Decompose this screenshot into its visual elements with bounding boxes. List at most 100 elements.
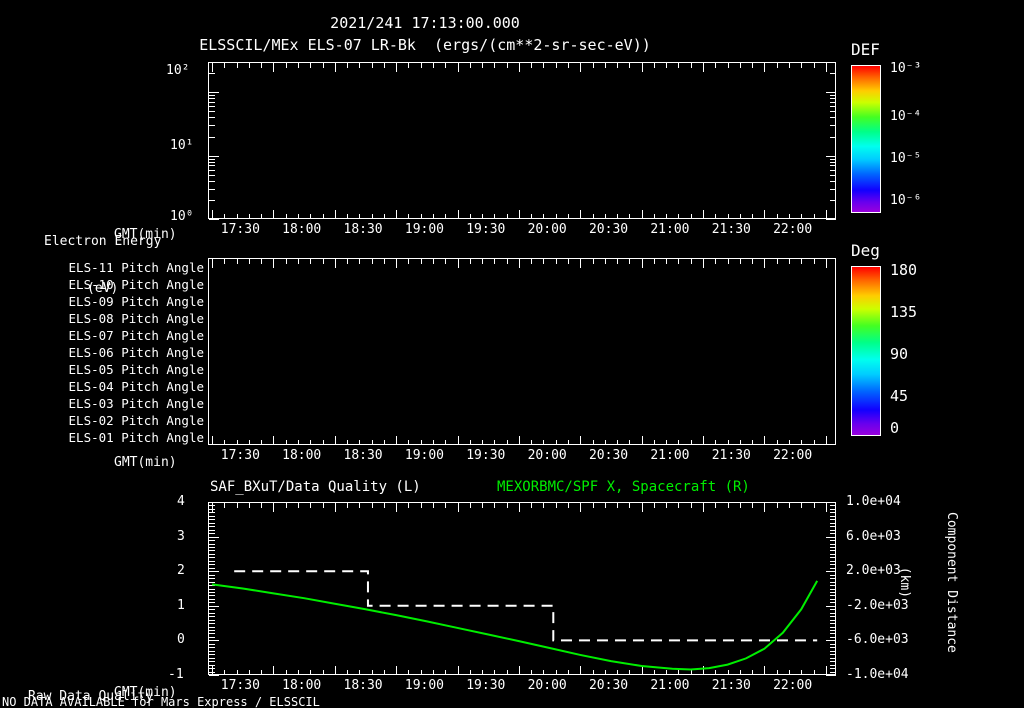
p3-ytick-left <box>209 640 219 641</box>
p3-xtick-bottom <box>691 670 692 675</box>
p3-ytick-left <box>209 602 215 603</box>
p1-xtick-top <box>482 63 483 68</box>
p2-xtick-top <box>752 259 753 264</box>
p1-xtick-top <box>568 63 569 68</box>
colorbar-def-tick-2: 10⁻⁵ <box>890 151 922 166</box>
panel-pitch-angle-plotarea <box>208 258 836 445</box>
p2-xtick-label: 18:00 <box>282 448 322 463</box>
colorbar-def-tick-0: 10⁻³ <box>890 61 922 76</box>
p2-xtick-top <box>445 259 446 264</box>
p2-xtick-top <box>629 259 630 264</box>
p3-ytick-label-right: -6.0e+03 <box>846 632 909 648</box>
p1-xtick-bottom <box>740 214 741 219</box>
p3-ytick-right <box>830 526 836 527</box>
p3-xtick-top <box>323 503 324 508</box>
p1-ytick-right <box>830 159 836 160</box>
p3-ytick-right <box>826 606 836 607</box>
p2-xtick-label: 20:30 <box>588 448 629 463</box>
colorbar-def-tick-1: 10⁻⁴ <box>890 109 922 124</box>
p3-ytick-right <box>830 592 836 593</box>
p3-xtick-bottom <box>703 666 704 675</box>
p3-ytick-label-right: -1.0e+04 <box>846 667 909 682</box>
p3-ytick-left <box>209 589 215 590</box>
p1-xtick-label: 21:30 <box>711 222 751 237</box>
p3-xtick-top <box>691 503 692 508</box>
p2-xtick-top <box>568 259 569 264</box>
p3-ytick-right <box>830 512 836 513</box>
p3-ytick-right <box>826 571 836 572</box>
p1-xtick-bottom <box>310 214 311 219</box>
p2-xtick-top <box>310 259 311 264</box>
p2-xtick-label: 21:00 <box>650 448 690 463</box>
p3-xtick-bottom <box>237 670 238 675</box>
p3-ytick-right <box>830 519 836 520</box>
p2-xtick-bottom <box>433 440 434 445</box>
p1-xtick-bottom <box>482 214 483 219</box>
p1-xtick-bottom <box>408 214 409 219</box>
p1-xtick-top <box>470 63 471 68</box>
p1-ytick-left <box>209 162 215 163</box>
p2-xtick-bottom <box>617 440 618 445</box>
p3-ytick-right <box>830 505 836 506</box>
p3-xtick-bottom <box>826 666 827 675</box>
p2-xtick-top <box>249 259 250 264</box>
p1-xtick-bottom <box>384 214 385 219</box>
p2-xtick-bottom <box>752 440 753 445</box>
panel2-xaxis-label: GMT(min) <box>114 455 177 470</box>
p3-xtick-top <box>335 503 336 512</box>
p2-xtick-bottom <box>261 440 262 445</box>
p1-xtick-bottom <box>237 214 238 219</box>
p1-xtick-label: 19:00 <box>404 222 445 237</box>
p2-xtick-bottom <box>814 440 815 445</box>
p2-xtick-top <box>678 259 679 264</box>
p1-xtick-top <box>310 63 311 68</box>
p3-ytick-right <box>830 582 836 583</box>
p3-ytick-right <box>830 602 836 603</box>
p3-ytick-left <box>209 595 215 596</box>
pitch-angle-row-label: ELS-05 Pitch Angle <box>68 361 204 377</box>
p3-ytick-left <box>209 627 215 628</box>
p2-xtick-bottom <box>408 440 409 445</box>
p1-ytick-left <box>209 106 215 107</box>
p1-xtick-bottom <box>593 214 594 219</box>
p3-xtick-top <box>678 503 679 508</box>
p1-xtick-bottom <box>470 214 471 219</box>
p3-xtick-bottom <box>531 670 532 675</box>
p2-xtick-bottom <box>470 440 471 445</box>
p3-xtick-bottom <box>740 670 741 675</box>
p3-ytick-left <box>209 530 215 531</box>
p1-ytick-left <box>209 165 215 166</box>
p3-ytick-left <box>209 606 219 607</box>
panel1-xaxis-label: GMT(min) <box>114 227 177 242</box>
p2-xtick-top <box>212 259 213 268</box>
p3-xtick-bottom <box>323 670 324 675</box>
p2-xtick-top <box>556 259 557 264</box>
p2-xtick-bottom <box>777 440 778 445</box>
p3-xtick-top <box>458 503 459 512</box>
p1-xtick-label: 22:00 <box>773 222 813 237</box>
p2-xtick-bottom <box>458 436 459 445</box>
p2-xtick-top <box>372 259 373 264</box>
p1-xtick-top <box>458 63 459 72</box>
colorbar-def-tick-3: 10⁻⁶ <box>890 193 922 208</box>
p1-xtick-top <box>212 63 213 72</box>
p3-xtick-top <box>433 503 434 508</box>
p1-xtick-top <box>764 63 765 72</box>
p3-xtick-label: 19:30 <box>466 678 506 693</box>
p3-ytick-left <box>209 665 215 666</box>
p3-ytick-left <box>209 540 215 541</box>
p3-xtick-top <box>494 503 495 508</box>
p2-xtick-top <box>814 259 815 264</box>
p1-ytick-left <box>209 156 219 157</box>
p2-xtick-label: 18:30 <box>343 448 383 463</box>
p3-xtick-top <box>826 503 827 512</box>
p3-xtick-bottom <box>408 670 409 675</box>
p3-ytick-left <box>209 658 215 659</box>
p1-xtick-bottom <box>519 210 520 219</box>
p3-xtick-bottom <box>359 670 360 675</box>
p2-xtick-top <box>605 259 606 264</box>
p3-xtick-bottom <box>286 670 287 675</box>
p3-xtick-top <box>237 503 238 508</box>
p1-xtick-bottom <box>531 214 532 219</box>
p2-xtick-bottom <box>482 440 483 445</box>
